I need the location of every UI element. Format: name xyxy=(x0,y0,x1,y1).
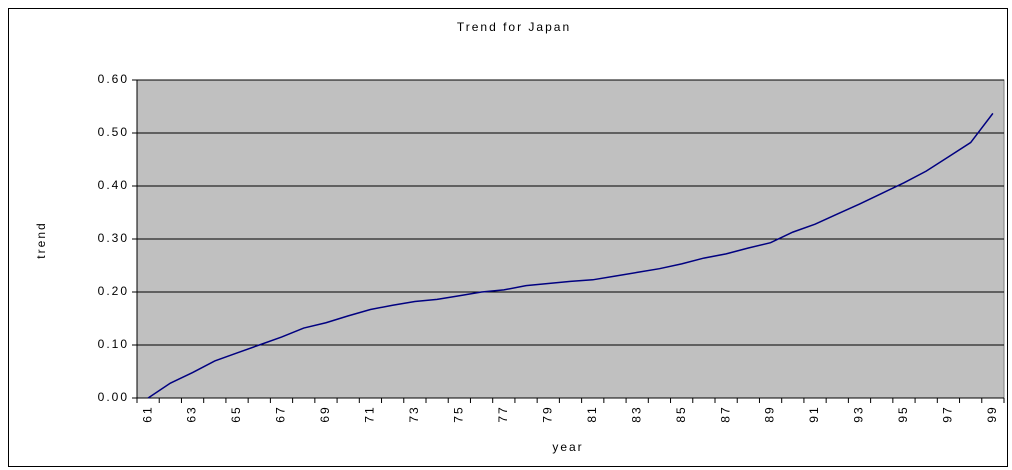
x-axis-label: year xyxy=(552,440,583,454)
y-tick-label: 0.50 xyxy=(98,125,129,139)
x-tick-label: 71 xyxy=(363,405,377,422)
x-tick-label: 97 xyxy=(941,405,955,422)
y-tick-label: 0.60 xyxy=(98,72,129,86)
y-tick-label: 0.10 xyxy=(98,337,129,351)
x-tick-label: 81 xyxy=(585,405,599,422)
x-tick-label: 73 xyxy=(407,405,421,422)
x-tick-label: 61 xyxy=(140,405,154,422)
x-tick-label: 93 xyxy=(852,405,866,422)
y-tick-label: 0.20 xyxy=(98,284,129,298)
y-axis-label: trend xyxy=(34,221,48,258)
x-tick-label: 67 xyxy=(274,405,288,422)
x-tick-label: 85 xyxy=(674,405,688,422)
x-tick-label: 83 xyxy=(629,405,643,422)
x-tick-label: 63 xyxy=(185,405,199,422)
y-tick-label: 0.40 xyxy=(98,178,129,192)
x-tick-label: 95 xyxy=(896,405,910,422)
y-tick-label: 0.00 xyxy=(98,390,129,404)
x-tick-label: 87 xyxy=(718,405,732,422)
x-tick-label: 65 xyxy=(229,405,243,422)
x-tick-label: 89 xyxy=(763,405,777,422)
x-tick-label: 75 xyxy=(452,405,466,422)
x-tick-label: 69 xyxy=(318,405,332,422)
x-tick-label: 79 xyxy=(540,405,554,422)
chart-title: Trend for Japan xyxy=(457,20,571,34)
x-tick-label: 77 xyxy=(496,405,510,422)
data-line xyxy=(147,112,994,399)
x-tick-label: 91 xyxy=(807,405,821,422)
x-tick-label: 99 xyxy=(985,405,999,422)
y-tick-label: 0.30 xyxy=(98,231,129,245)
